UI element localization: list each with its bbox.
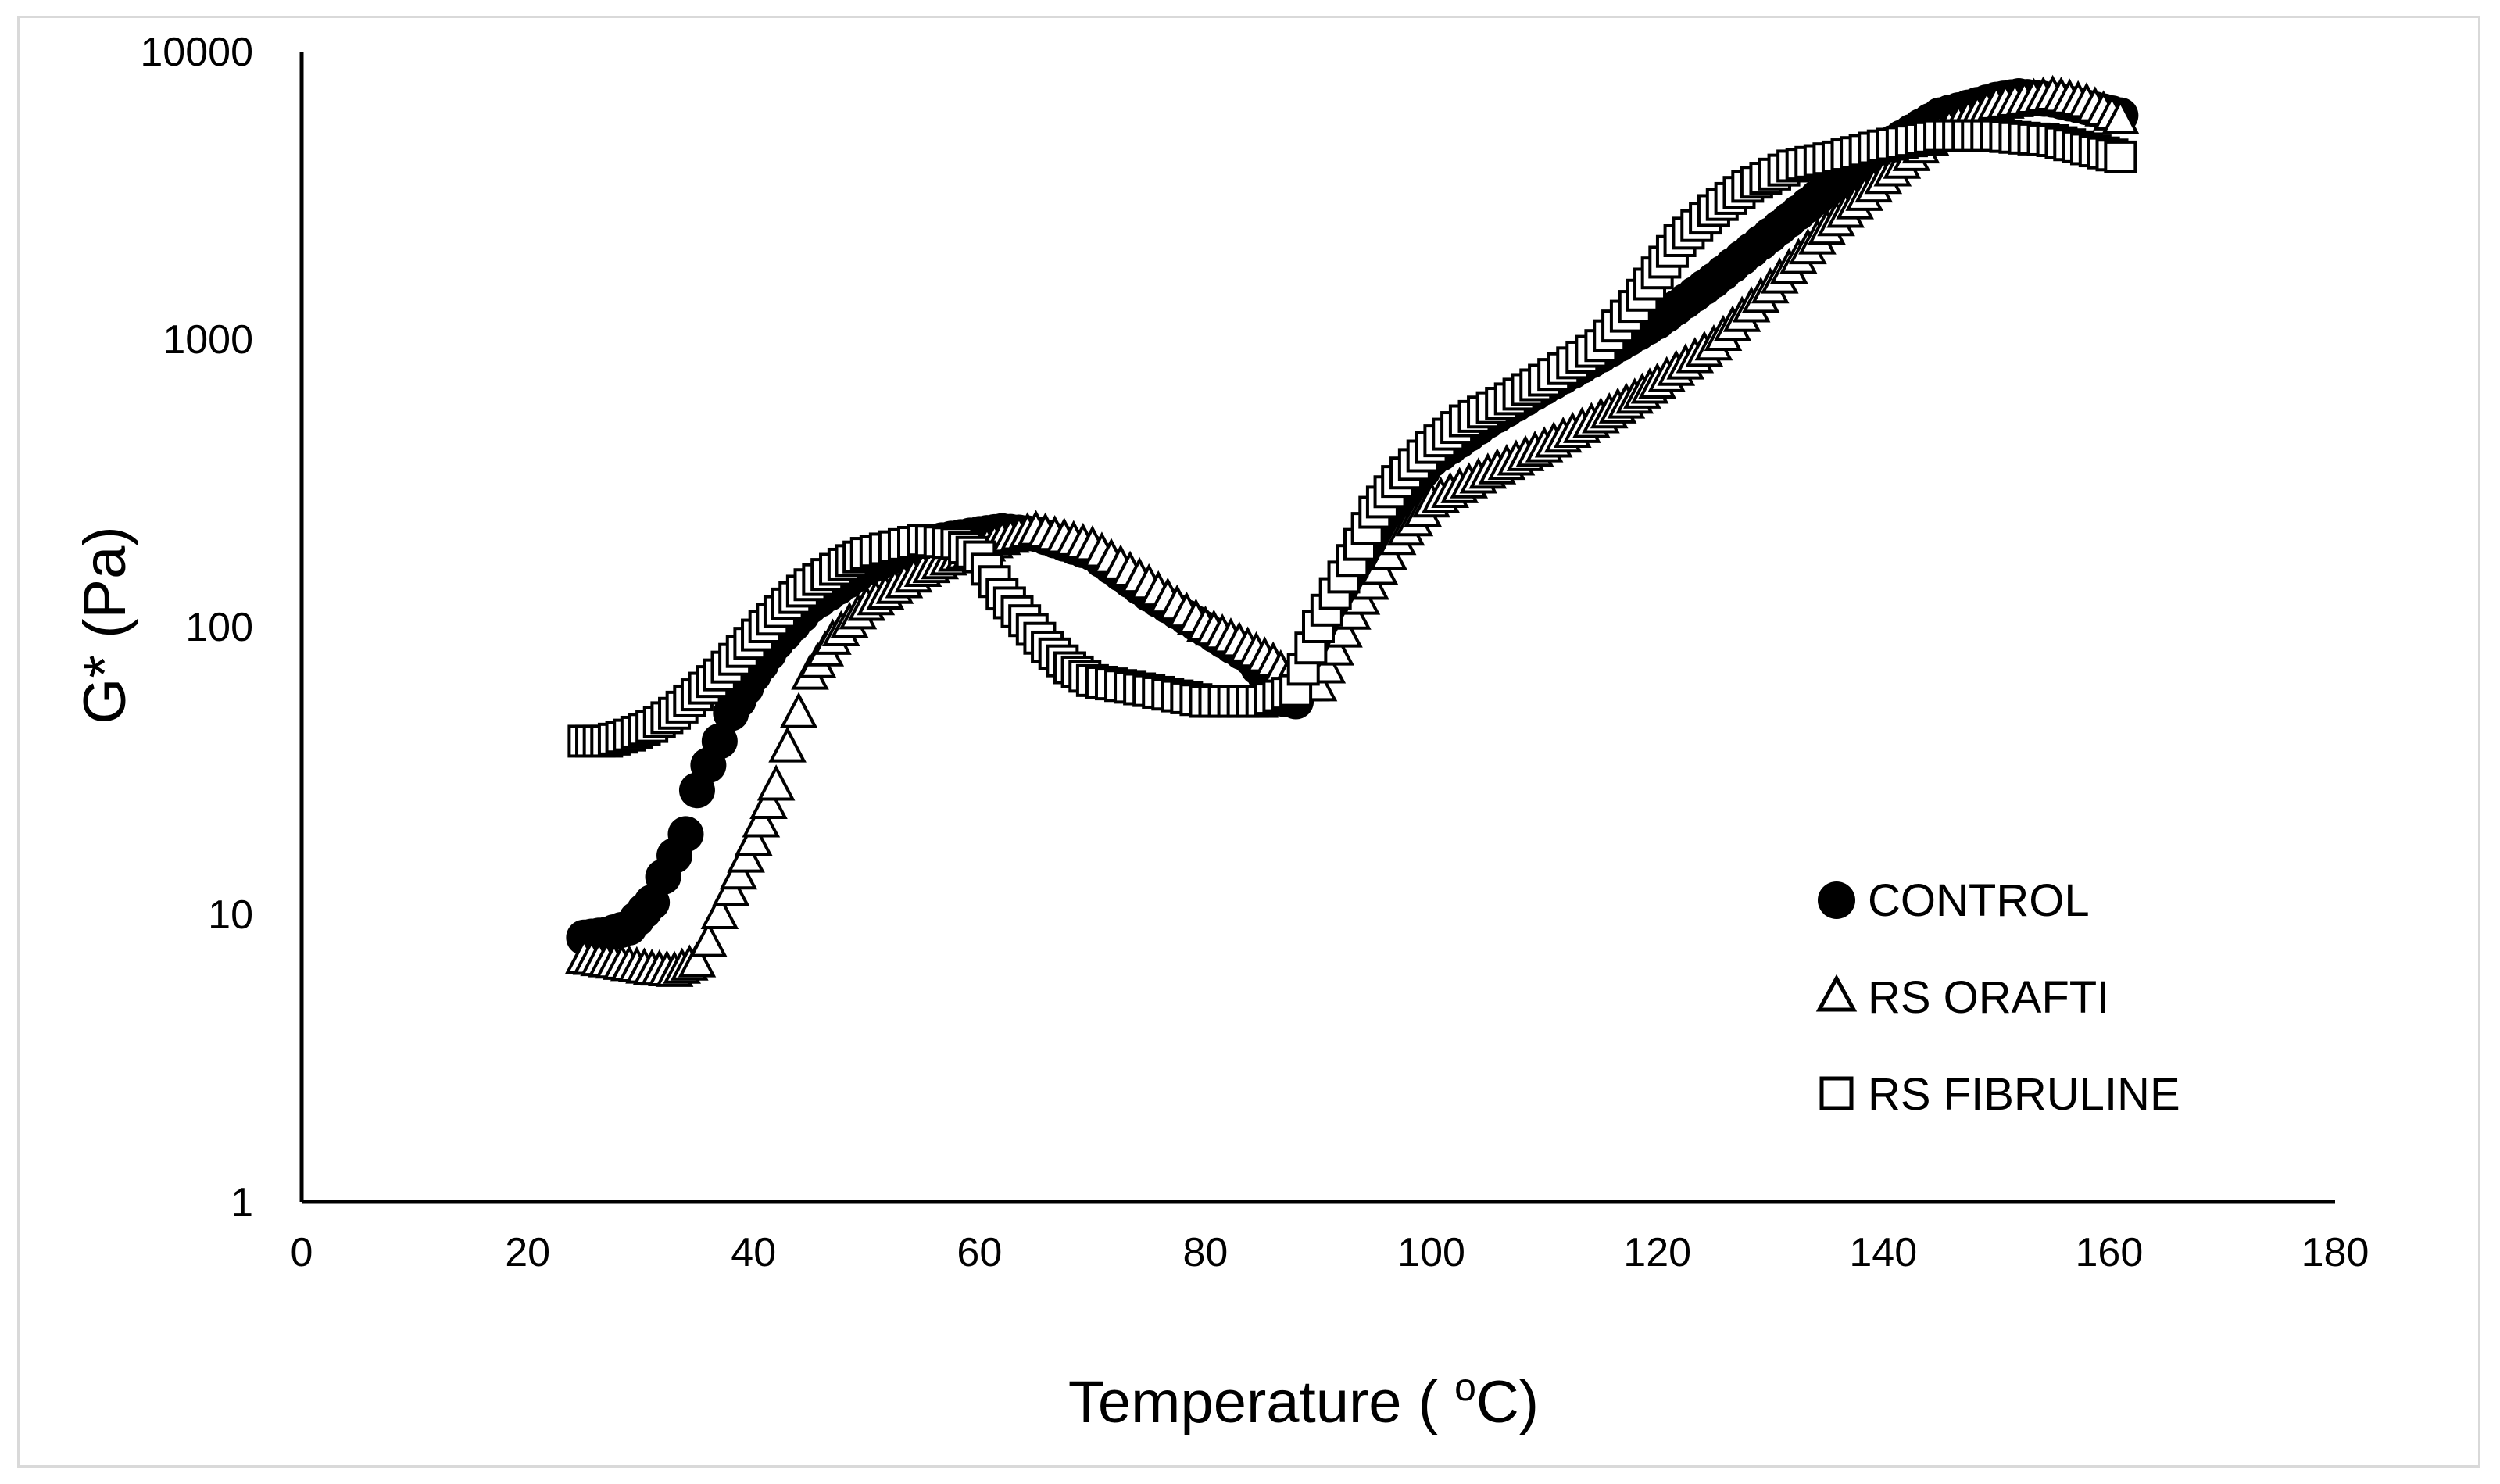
rs-fibruline-point: [2104, 140, 2137, 173]
x-tick-label: 160: [2076, 1230, 2144, 1275]
rs-orafti-point: [768, 726, 807, 763]
x-tick-labels: 0 20 40 60 80 100 120 140 160 180: [291, 1230, 2369, 1275]
x-tick-label: 140: [1849, 1230, 1917, 1275]
y-tick-label: 1000: [163, 317, 253, 363]
legend-label-control: CONTROL: [1868, 875, 2090, 926]
legend-item-rs-orafti: RS ORAFTI: [1815, 972, 2109, 1023]
legend-marker-square: [1819, 1076, 1854, 1110]
rs-orafti-point: [749, 782, 788, 819]
legend-label-rs-orafti: RS ORAFTI: [1868, 972, 2109, 1023]
y-tick-labels: 1 10 100 1000 10000: [140, 30, 253, 1225]
rs-orafti-point: [734, 819, 773, 856]
rs-orafti-point: [700, 892, 739, 929]
legend-label-rs-fibruline: RS FIBRULINE: [1868, 1069, 2180, 1120]
rs-orafti-point: [1325, 611, 1363, 648]
y-axis-title: G* (Pa): [72, 526, 138, 724]
control-point: [701, 723, 738, 760]
legend: CONTROL RS ORAFTI RS FIBRULINE: [1815, 875, 2180, 1120]
chart-frame: [17, 16, 2480, 1468]
x-tick-label: 20: [505, 1230, 550, 1275]
rs-orafti-point: [756, 764, 796, 801]
rs-orafti-point: [678, 941, 717, 978]
rs-orafti-point: [689, 921, 728, 957]
x-tick-label: 120: [1623, 1230, 1691, 1275]
x-tick-label: 0: [291, 1230, 313, 1275]
rs-fibruline-series: [567, 119, 2137, 758]
y-tick-label: 10: [208, 892, 253, 938]
x-tick-label: 180: [2302, 1230, 2369, 1275]
x-tick-label: 40: [731, 1230, 776, 1275]
control-point: [667, 816, 704, 853]
legend-item-control: CONTROL: [1818, 875, 2090, 926]
legend-marker-circle: [1818, 881, 1855, 919]
rs-orafti-point: [742, 801, 781, 838]
y-tick-label: 10000: [140, 30, 253, 75]
y-tick-label: 1: [231, 1180, 253, 1225]
x-tick-label: 100: [1397, 1230, 1465, 1275]
rs-orafti-point: [779, 692, 818, 728]
rs-orafti-point: [2101, 98, 2140, 135]
x-tick-label: 80: [1183, 1230, 1229, 1275]
legend-item-rs-fibruline: RS FIBRULINE: [1819, 1069, 2180, 1120]
x-axis-title: Temperature ( oC): [1068, 1365, 1539, 1436]
legend-marker-triangle: [1815, 974, 1858, 1012]
y-tick-label: 100: [185, 605, 253, 650]
x-tick-label: 60: [957, 1230, 1002, 1275]
